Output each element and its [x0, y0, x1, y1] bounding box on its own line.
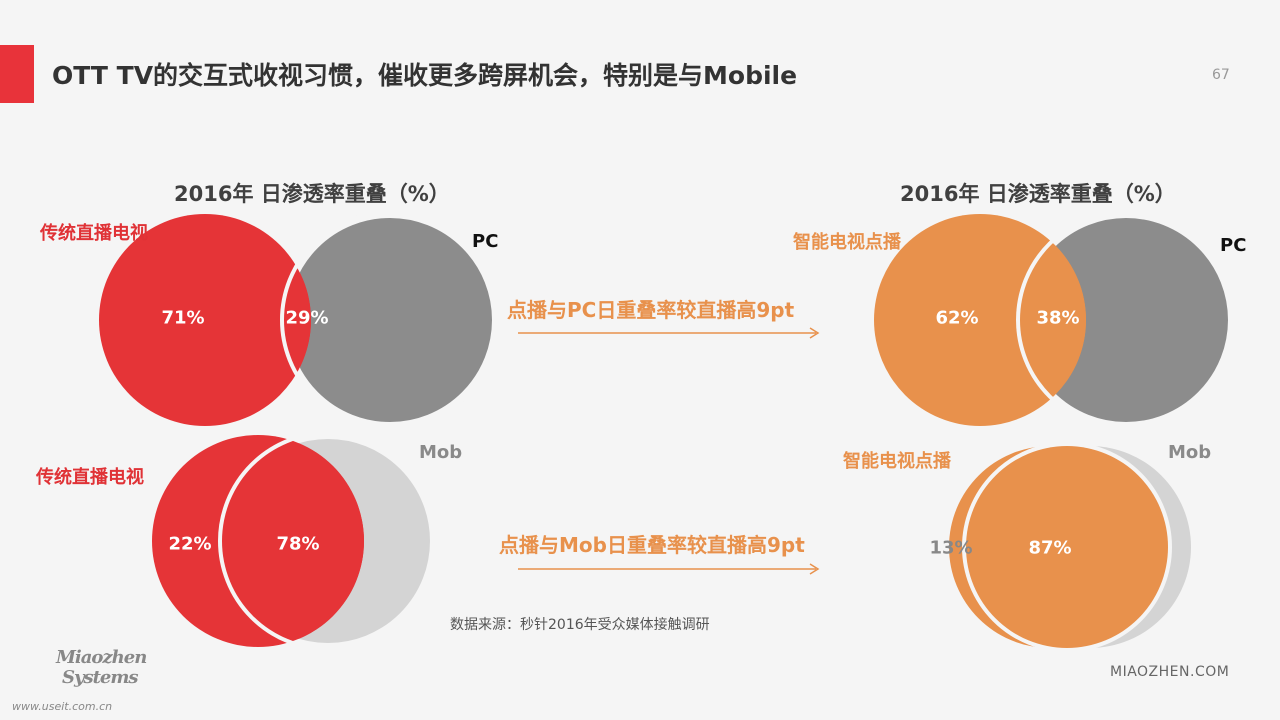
pc-circle — [1020, 214, 1232, 426]
venn-live-tv-pc — [99, 210, 500, 430]
venn1-right-label: PC — [472, 231, 499, 252]
data-source: 数据来源：秒针2016年受众媒体接触调研 — [450, 617, 710, 633]
venn2-overlap-pct: 78% — [276, 533, 320, 555]
venn3-right-label: PC — [1220, 235, 1247, 256]
venn4-overlap-pct: 87% — [1028, 537, 1072, 559]
comparison-mobile-text: 点播与Mob日重叠率较直播高9pt — [499, 533, 805, 557]
miaozhen-logo: Miaozhen Systems — [56, 647, 147, 688]
venn1-left-only-pct: 71% — [161, 307, 205, 329]
venn-vod-mobile — [949, 442, 1191, 652]
right-panel-title: 2016年 日渗透率重叠（%） — [900, 182, 1176, 206]
pc-circle — [284, 214, 496, 426]
logo-url: www.useit.com.cn — [12, 700, 113, 713]
slide-title: OTT TV的交互式收视习惯，催收更多跨屏机会，特别是与Mobile — [52, 61, 798, 90]
comparison-pc-text: 点播与PC日重叠率较直播高9pt — [507, 298, 795, 322]
comparison-pc-arrow — [518, 327, 820, 339]
page-number: 67 — [1212, 67, 1230, 83]
comparison-mobile-arrow — [518, 563, 820, 575]
logo-line-1: Miaozhen — [56, 647, 147, 668]
overlap-region — [222, 435, 364, 647]
venn3-left-label: 智能电视点播 — [793, 232, 901, 253]
overlap-region — [966, 446, 1168, 648]
venn3-left-only-pct: 62% — [935, 307, 979, 329]
venn4-right-label: Mob — [1168, 442, 1212, 463]
live-tv-circle — [99, 214, 311, 426]
footer-brand: MIAOZHEN.COM — [1110, 664, 1230, 680]
venn3-overlap-pct: 38% — [1036, 307, 1080, 329]
venn-live-tv-mobile — [152, 431, 438, 651]
venn2-right-label: Mob — [419, 442, 463, 463]
title-accent-bar — [0, 45, 34, 103]
left-panel-title: 2016年 日渗透率重叠（%） — [174, 182, 450, 206]
logo-line-2: Systems — [62, 667, 139, 688]
venn2-left-only-pct: 22% — [168, 533, 212, 555]
venn4-left-label: 智能电视点播 — [843, 451, 951, 472]
venn4-left-only-pct: 13% — [929, 537, 973, 559]
venn2-left-label: 传统直播电视 — [36, 467, 144, 488]
venn-vod-pc — [874, 210, 1236, 430]
venn1-overlap-pct: 29% — [285, 307, 329, 329]
venn1-left-label: 传统直播电视 — [40, 223, 148, 244]
